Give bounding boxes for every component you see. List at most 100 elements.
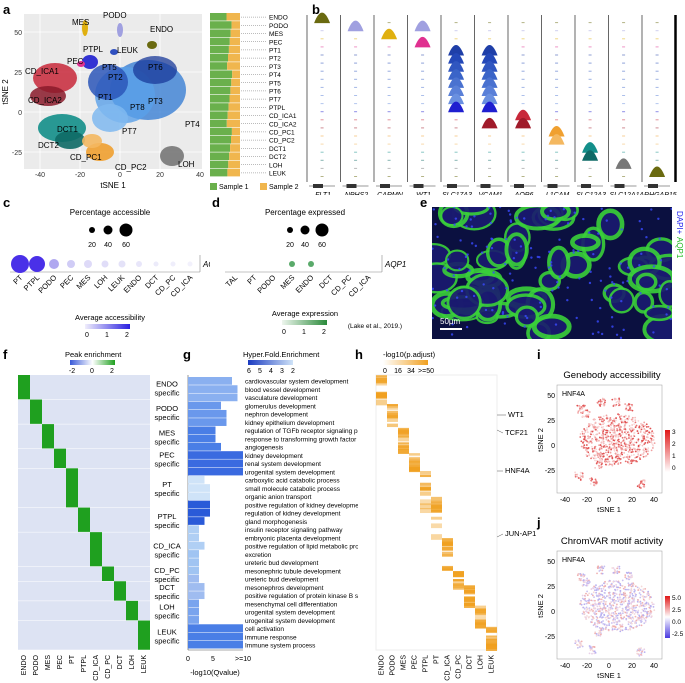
cell-point (581, 597, 584, 600)
cluster-label-pt5: PT5 (102, 63, 117, 72)
x-tick: -40 (35, 172, 45, 179)
cell-point (628, 444, 631, 447)
motif-cell (442, 551, 453, 557)
panel-letter-a: a (3, 2, 11, 17)
go-term: cell activation (245, 626, 284, 633)
track-baseline (320, 54, 324, 56)
cell-point (611, 628, 614, 631)
cell-point (639, 605, 641, 608)
track-baseline (421, 111, 425, 113)
cluster-label-dct1: DCT1 (57, 125, 78, 134)
cell-point (630, 617, 633, 620)
motif-cell (387, 416, 398, 422)
color-tick: 2 (322, 329, 326, 336)
track-baseline (622, 78, 626, 80)
cluster-label-mes: MES (72, 18, 89, 27)
cell-point (593, 646, 596, 648)
cluster-label-endo: ENDO (150, 25, 173, 34)
track-baseline (655, 38, 659, 40)
x-axis-label: tSNE 1 (597, 671, 621, 680)
cell-point (590, 621, 593, 624)
cell-point (624, 415, 627, 418)
cell-point (627, 416, 630, 419)
cell-point (650, 449, 653, 452)
motif-cell (431, 523, 442, 529)
cell-point (595, 481, 598, 484)
cell-point (632, 428, 634, 431)
track-baseline (622, 176, 626, 177)
category-label: ENDO (122, 273, 144, 295)
cell-point (590, 615, 593, 617)
cell-point (642, 485, 645, 488)
track-peak (448, 53, 465, 64)
motif-cell (464, 588, 475, 593)
cell-point (582, 581, 585, 584)
cell-point (639, 603, 642, 606)
track-baseline (655, 54, 659, 56)
cell-point (627, 446, 630, 449)
cell-point (608, 430, 610, 433)
y-tick: 50 (14, 30, 22, 37)
cell-point (615, 446, 618, 449)
track-baseline (655, 95, 659, 96)
sample2-bar (231, 21, 240, 29)
cell-point (610, 424, 613, 426)
cell-point (576, 404, 579, 407)
cell-point (602, 596, 604, 599)
cell-point (639, 443, 641, 446)
go-term: blood vessel development (245, 387, 320, 394)
scale-bar-i (665, 430, 670, 472)
cell-point (607, 580, 610, 583)
sample2-bar (228, 54, 240, 62)
cell-point (605, 595, 608, 598)
cell-point (643, 443, 646, 446)
motif-cell (475, 624, 486, 629)
track-baseline (387, 103, 391, 105)
group-label-suffix: specific (154, 489, 179, 498)
enrichment-bar (188, 484, 210, 492)
cell-point (583, 612, 586, 615)
column-label: CD_PC (456, 655, 463, 679)
cell-point (599, 585, 602, 587)
go-term: urogenital system development (245, 469, 335, 476)
cell-point (621, 625, 624, 628)
cell-point (583, 436, 586, 439)
panel-letter-c: c (3, 195, 11, 210)
cell-point (643, 435, 645, 438)
cell-point (615, 584, 618, 586)
cell-point (605, 619, 608, 621)
motif-cell (464, 602, 475, 609)
cell-point (613, 444, 616, 446)
cell-point (574, 471, 577, 474)
cell-point (617, 463, 620, 466)
motif-cell (475, 620, 486, 623)
cell-point (593, 424, 596, 427)
cell-point (578, 646, 581, 649)
cluster-label-pt4: PT4 (185, 120, 200, 129)
track-baseline (354, 135, 358, 137)
cell-point (616, 429, 619, 432)
enrichment-bar (188, 459, 243, 468)
cell-point (638, 587, 641, 590)
sample-bar-label: MES (269, 31, 284, 38)
cell-point (629, 613, 632, 616)
heatmap-block (66, 468, 78, 508)
x-tick: 5 (211, 656, 215, 663)
cell-point (608, 606, 611, 609)
cell-point (632, 420, 634, 423)
motif-cell (420, 482, 431, 486)
track-peak (448, 93, 465, 105)
cell-point (608, 596, 611, 599)
track-peak (615, 158, 632, 169)
cell-point (628, 449, 631, 451)
cell-point (594, 483, 597, 486)
cell-point (616, 400, 619, 403)
column-label: PT (434, 654, 441, 664)
cell-point (616, 580, 619, 583)
cell-point (623, 456, 626, 459)
sample-bar-label: PT5 (269, 80, 281, 87)
track-baseline (588, 30, 592, 32)
cell-point (616, 623, 619, 626)
color-tick: 2 (110, 368, 114, 375)
cell-point (619, 455, 622, 457)
